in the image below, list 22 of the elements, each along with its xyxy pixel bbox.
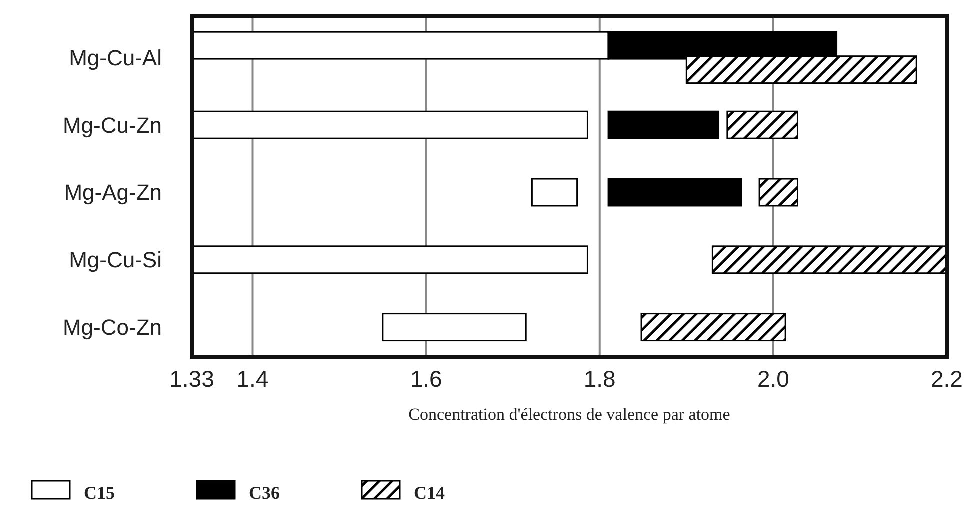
x-tick-label: 1.4 xyxy=(236,366,269,392)
x-tick-label: 1.6 xyxy=(410,366,442,392)
legend-label: C14 xyxy=(414,483,445,503)
y-tick-label: Mg-Cu-Zn xyxy=(62,112,162,138)
bar xyxy=(608,110,720,140)
bar xyxy=(382,313,527,342)
bar xyxy=(758,178,798,207)
legend-label: C15 xyxy=(84,483,115,503)
y-tick-label: Mg-Ag-Zn xyxy=(64,180,162,206)
y-tick-label: Mg-Cu-Al xyxy=(69,45,162,70)
legend-label: C36 xyxy=(249,483,280,503)
y-tick-label: Mg-Co-Zn xyxy=(62,315,162,340)
bar xyxy=(640,313,786,342)
x-tick-label: 2.0 xyxy=(757,366,790,392)
x-tick-label: 2.2 xyxy=(931,366,963,392)
x-tick-label: 1.33 xyxy=(170,366,214,392)
x-axis-title: Concentration d'électrons de valence par atome xyxy=(408,405,730,424)
bar xyxy=(531,178,578,207)
x-tick-label: 1.8 xyxy=(584,366,616,392)
bar xyxy=(726,110,798,140)
y-tick-label: Mg-Cu-Si xyxy=(69,248,162,273)
bar xyxy=(608,178,742,207)
